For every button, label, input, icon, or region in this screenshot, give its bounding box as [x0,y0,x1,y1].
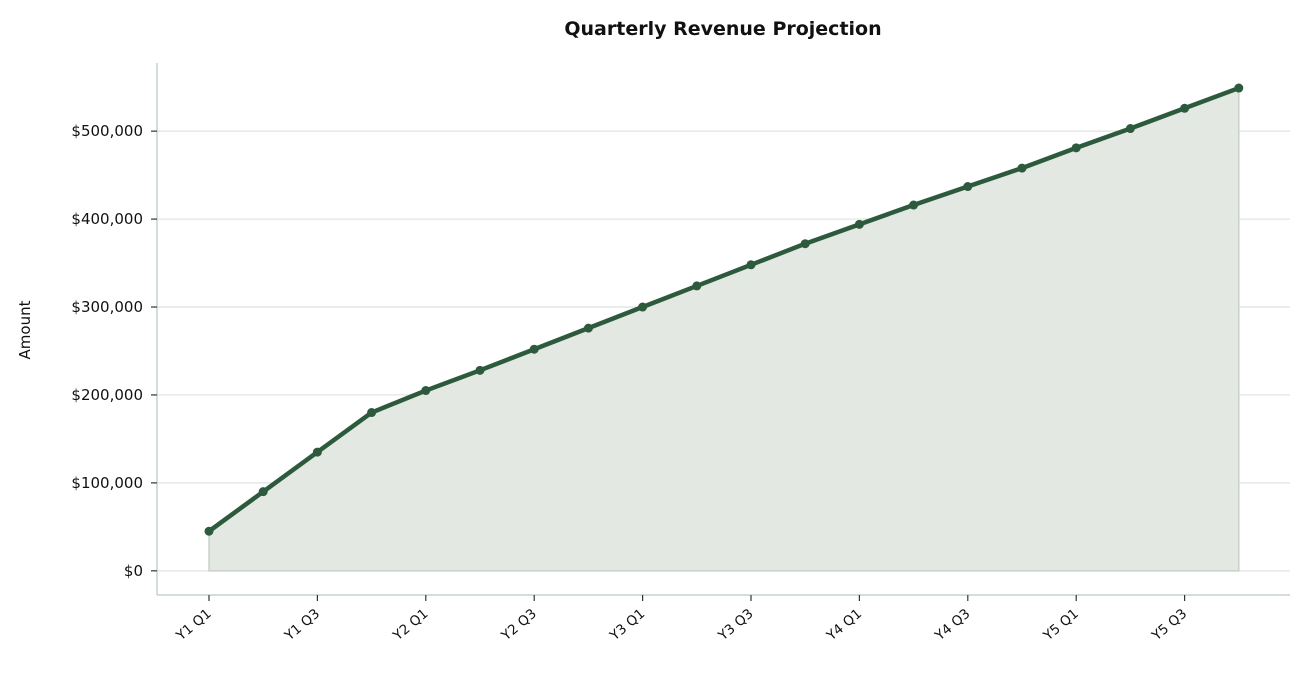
y-tick-label: $500,000 [71,122,143,140]
data-point [854,219,864,229]
data-point [421,386,431,396]
data-point [963,182,973,192]
y-tick-label: $0 [124,562,143,580]
area-fill [208,86,1240,572]
data-point [204,526,214,536]
x-tick-label: Y5 Q3 [1148,606,1190,645]
data-point [1180,103,1190,113]
data-point [800,239,810,249]
x-tick-label: Y5 Q1 [1040,606,1082,645]
x-tick-label: Y1 Q1 [173,606,215,645]
data-point [529,344,539,354]
x-tick-label: Y3 Q1 [606,606,648,645]
data-point [367,408,377,418]
y-axis-label: Amount [16,300,34,359]
data-point [746,260,756,270]
data-point [583,323,593,333]
data-point [475,365,485,375]
y-tick-label: $200,000 [71,386,143,404]
data-point [1017,163,1027,173]
data-point [638,302,648,312]
data-point [1125,124,1135,134]
x-tick-label: Y4 Q3 [931,606,973,645]
x-tick-label: Y3 Q3 [715,606,757,645]
y-tick-label: $100,000 [71,474,143,492]
data-point [1071,143,1081,153]
data-point [258,487,268,497]
y-tick-label: $400,000 [71,210,143,228]
data-point [312,447,322,457]
y-tick-label: $300,000 [71,298,143,316]
x-tick-label: Y2 Q3 [498,606,540,645]
x-tick-label: Y2 Q1 [389,606,431,645]
x-tick-label: Y1 Q3 [281,606,323,645]
data-point [1234,83,1244,93]
data-point [692,281,702,291]
series-line [207,85,1240,534]
chart-title: Quarterly Revenue Projection [564,18,881,40]
x-tick-label: Y4 Q1 [823,606,865,645]
data-point [909,200,919,210]
